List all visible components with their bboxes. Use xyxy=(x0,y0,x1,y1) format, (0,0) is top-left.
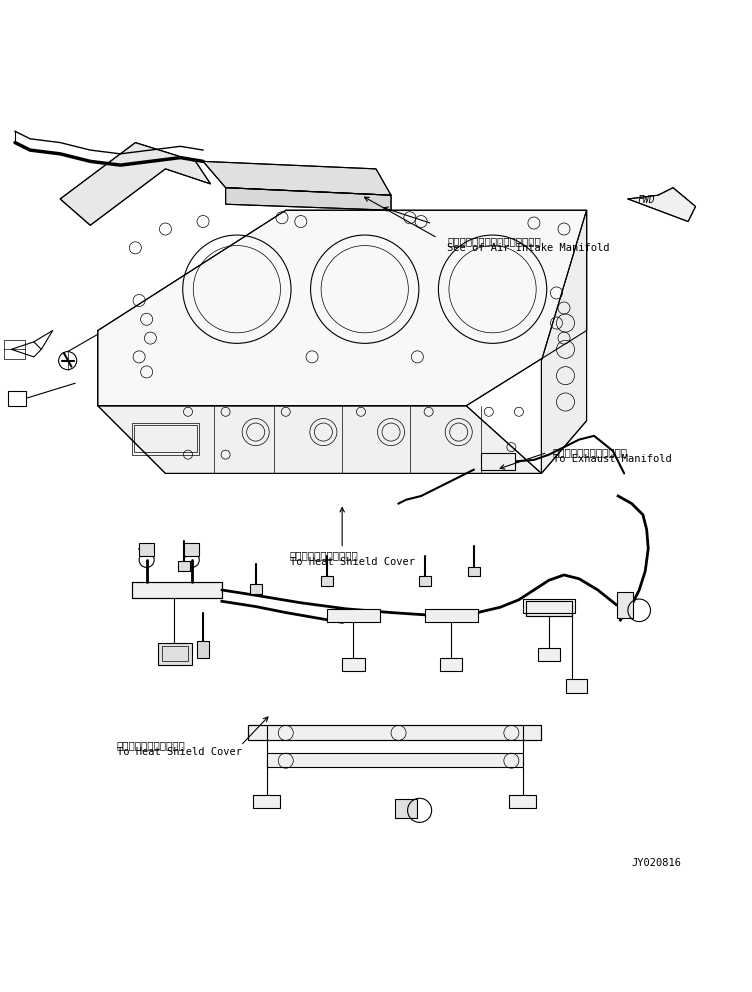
Bar xyxy=(321,576,333,586)
Bar xyxy=(197,641,209,658)
Bar xyxy=(468,566,480,576)
Bar xyxy=(509,795,536,808)
Bar xyxy=(617,591,633,618)
Polygon shape xyxy=(203,162,391,195)
Polygon shape xyxy=(526,601,572,616)
Text: To Exhaust Manifold: To Exhaust Manifold xyxy=(553,454,672,464)
Bar xyxy=(139,543,154,557)
Bar xyxy=(250,584,262,594)
Bar xyxy=(162,647,188,662)
Polygon shape xyxy=(98,210,587,406)
Text: To Heat Shield Cover: To Heat Shield Cover xyxy=(290,557,414,566)
Bar xyxy=(267,753,523,767)
Bar xyxy=(538,648,560,662)
Text: ヒートシールドカバーへ: ヒートシールドカバーへ xyxy=(117,740,185,750)
Text: エアーインテークマニホール参照: エアーインテークマニホール参照 xyxy=(447,236,541,247)
Polygon shape xyxy=(60,143,211,225)
Polygon shape xyxy=(98,406,541,473)
Bar xyxy=(523,599,575,612)
Bar xyxy=(327,609,380,622)
Text: ヒートシールドカバーへ: ヒートシールドカバーへ xyxy=(290,551,358,560)
Bar xyxy=(8,391,26,406)
Polygon shape xyxy=(226,187,391,210)
Polygon shape xyxy=(248,725,541,740)
Text: FWD: FWD xyxy=(638,195,656,205)
Bar xyxy=(419,576,431,586)
Bar xyxy=(253,795,280,808)
Text: JY020816: JY020816 xyxy=(632,858,681,868)
Text: See of Air Intake Manifold: See of Air Intake Manifold xyxy=(447,243,610,253)
Bar xyxy=(132,423,199,454)
Text: To Heat Shield Cover: To Heat Shield Cover xyxy=(117,747,241,757)
Bar xyxy=(158,643,192,666)
Polygon shape xyxy=(628,187,696,221)
Polygon shape xyxy=(132,582,222,597)
Bar xyxy=(440,658,462,672)
Bar xyxy=(134,426,197,452)
Bar xyxy=(178,561,190,571)
Bar xyxy=(4,339,25,359)
Bar xyxy=(566,680,587,693)
Bar xyxy=(342,658,365,672)
Bar xyxy=(184,543,199,557)
Bar xyxy=(425,609,478,622)
Bar xyxy=(395,800,417,817)
Text: エキゾーストマニホールへ: エキゾーストマニホールへ xyxy=(553,447,628,457)
Bar xyxy=(481,453,515,469)
Polygon shape xyxy=(541,210,587,473)
